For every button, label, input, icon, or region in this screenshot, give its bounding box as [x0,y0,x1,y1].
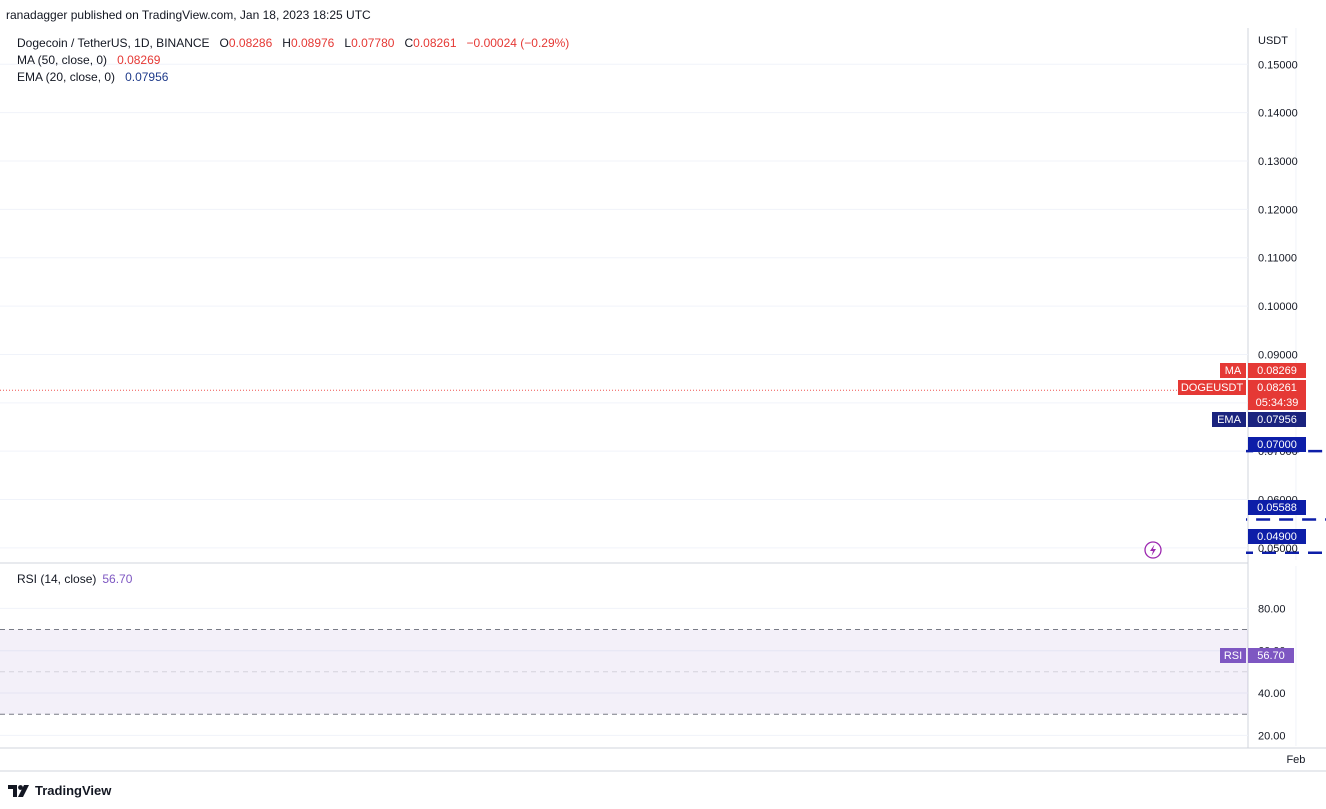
support-tag-0070-value: 0.07000 [1257,439,1297,451]
alert-lightning-icon[interactable] [1144,541,1162,559]
ema-tag: EMA 0.07956 [1212,412,1306,427]
rsi-tag: RSI 56.70 [1220,648,1294,663]
symbol-title[interactable]: Dogecoin / TetherUS, 1D, BINANCE [17,36,210,50]
price-tick-label: 0.05000 [1258,543,1298,555]
ma-legend-value: 0.08269 [117,53,161,67]
rsi-tick-label: 80.00 [1258,603,1286,615]
tradingview-logo-icon [8,784,29,797]
ohlc-change: −0.00024 (−0.29%) [466,36,570,50]
ma-legend-row[interactable]: MA (50, close, 0) 0.08269 [17,52,569,69]
price-grid [0,28,1297,746]
ema-legend-row[interactable]: EMA (20, close, 0) 0.07956 [17,69,569,86]
rsi-band [0,629,1248,715]
ema-legend-value: 0.07956 [125,70,169,84]
rsi-tag-name: RSI [1224,650,1242,662]
rsi-tick-label: 40.00 [1258,688,1286,700]
price-tick-label: 0.09000 [1258,349,1298,361]
price-tick-label: 0.14000 [1258,108,1298,120]
publisher-line: ranadagger published on TradingView.com,… [6,8,371,22]
price-tick-label: 0.15000 [1258,59,1298,71]
price-tag-countdown: 05:34:39 [1256,397,1299,409]
chart-legend: Dogecoin / TetherUS, 1D, BINANCE O0.0828… [17,35,569,86]
rsi-legend[interactable]: RSI (14, close) 56.70 [17,572,132,586]
ma-legend-label: MA (50, close, 0) [17,53,108,67]
price-tag-name: DOGEUSDT [1181,382,1244,394]
rsi-legend-value: 56.70 [102,572,133,586]
ohlc-close: C0.08261 [404,36,457,50]
price-tag: DOGEUSDT 0.08261 05:34:39 [1178,380,1306,410]
support-tag-0049: 0.04900 [1248,529,1306,544]
ma-tag: MA 0.08269 [1220,363,1306,378]
price-tick-label: 0.11000 [1258,253,1297,265]
rsi-legend-label: RSI (14, close) [17,572,97,586]
rsi-tick-label: 20.00 [1258,730,1286,742]
support-tag-05588: 0.05588 [1248,500,1306,515]
price-tick-label: 0.10000 [1258,301,1298,313]
support-tag-0070: 0.07000 [1248,437,1306,452]
symbol-row: Dogecoin / TetherUS, 1D, BINANCE O0.0828… [17,35,569,52]
support-tag-0049-value: 0.04900 [1257,531,1297,543]
ema-tag-name: EMA [1217,414,1242,426]
ema-legend-label: EMA (20, close, 0) [17,70,116,84]
ma-tag-name: MA [1225,365,1242,377]
rsi-tag-value: 56.70 [1257,650,1285,662]
tradingview-brand: TradingView [35,783,112,798]
currency-label: USDT [1258,35,1288,47]
tradingview-logo[interactable]: TradingView [8,783,111,798]
ohlc-open: O0.08286 [219,36,273,50]
support-tag-05588-value: 0.05588 [1257,502,1297,514]
price-tag-value: 0.08261 [1257,382,1297,394]
price-tick-label: 0.13000 [1258,156,1298,168]
time-axis[interactable]: JunJulAugSepOctNovDec2023Feb [1286,754,1326,766]
ma-tag-value: 0.08269 [1257,365,1297,377]
ohlc-low: L0.07780 [344,36,395,50]
ohlc-high: H0.08976 [282,36,335,50]
ema-tag-value: 0.07956 [1257,414,1297,426]
price-tick-label: 0.12000 [1258,204,1298,216]
time-tick-label: Feb [1286,754,1305,766]
